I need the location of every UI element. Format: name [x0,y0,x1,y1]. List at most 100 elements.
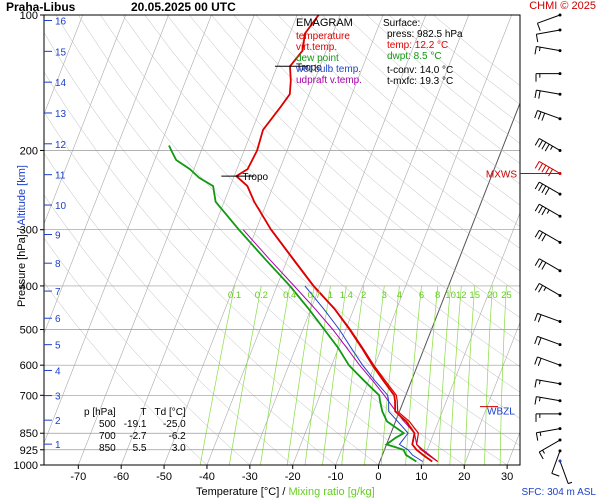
altitude-tick-label: 2 [55,416,61,427]
wind-barb-feather [534,396,537,405]
x-tick-label: -20 [285,471,301,483]
altitude-tick-label: 4 [55,366,61,377]
wind-barb-half-feather [543,287,547,292]
wind-barb [534,335,562,347]
header-cell: p [hPa] [84,407,116,418]
altitude-tick-label: 1 [55,440,61,451]
station-name: Praha-Libus [6,0,76,14]
wind-barb-half-feather [538,397,541,402]
wind-barb [534,203,562,218]
mixing-ratio-line [228,285,262,465]
x-tick-label: -50 [156,471,172,483]
mixing-ratio-label: 20 [487,290,498,301]
mixing-ratio-label: 0.4 [283,290,296,301]
wind-barb-half-feather [542,449,545,454]
x-tick-label: 0 [375,471,381,483]
copyright: CHMI © 2025 [529,0,596,12]
y-tick-label: 100 [20,10,38,22]
legend: EMAGRAM temperature virt.temp. dew point… [296,18,362,87]
wind-barb-feather [534,356,538,365]
altitude-tick-label: 16 [55,17,67,28]
wind-barb-feather [534,89,537,99]
wind-barb [534,258,562,273]
y-axis-label: Pressure [hPa] / Altitude [km] [16,136,28,336]
wind-barb-feather [544,187,550,196]
wind-barb [534,356,562,367]
sounding-datetime: 20.05.2025 00 UTC [131,0,236,14]
wind-barb-origin [558,192,562,196]
wind-barb [535,28,562,43]
dry-adiabat-line [300,15,520,206]
cell: -2.7 [129,431,147,442]
cell: -25.0 [162,419,186,430]
wind-barb-feather [541,112,546,121]
mxws-label: MXWS [486,169,517,180]
wind-barb-feather [535,34,539,43]
wind-barb-origin [558,171,562,175]
wind-barb-feather [536,23,541,31]
legend-item-temperature: temperature [296,31,350,42]
altitude-tick-label: 7 [55,287,61,298]
wind-barb-origin [558,13,562,17]
wind-barb [535,72,562,82]
updraft-vtemp-profile [242,229,439,462]
table-row: 500 -19.1 -25.0 [80,419,190,431]
mixing-ratio-label: 0.2 [255,290,268,301]
x-tick-label: 20 [458,471,470,483]
wind-barb-origin [558,72,562,76]
wind-barb-feather [538,205,543,214]
isotherm-line [44,15,169,335]
mixing-ratio-label: 0.7 [308,290,321,301]
wind-barb-feather [538,285,543,293]
x-axis-label-temperature: Temperature [°C] / [196,486,289,498]
wind-barb-feather [537,358,542,366]
y-tick-label: 700 [20,390,38,402]
wind-barb-half-feather [568,481,573,485]
legend-item-updraft: udpraft v.temp. [296,75,362,86]
surface-dewpoint: dwpt: 8.5 °C [387,51,442,62]
x-tick-label: -60 [113,471,129,483]
wind-barb [535,412,562,422]
cell: -6.2 [168,431,186,442]
surface-temperature: temp: 12.2 °C [387,40,449,51]
x-tick-label: 10 [415,471,427,483]
isotherm-line [421,211,520,465]
mixing-ratio-label: 8 [435,290,440,301]
table-row: 700 -2.7 -6.2 [80,431,190,443]
wind-barb-feather [534,181,540,190]
wind-barb-shaft [537,312,561,323]
mixing-ratio-line [423,285,439,465]
wind-barb-feather [548,168,553,177]
wind-barb-shaft [538,439,561,453]
wind-barb-feather [534,313,538,322]
mixing-ratio-label: 3 [382,290,387,301]
x-tick-label: -30 [242,471,258,483]
wind-barb [534,161,562,177]
surface-pressure: press: 982.5 hPa [387,29,463,40]
wetbulb-profile [304,285,423,462]
y-tick-label: 200 [20,145,38,157]
wind-barb-half-feather [538,380,541,385]
surface-tconv: t-conv: 14.0 °C [387,65,454,76]
mixing-ratio-line [464,285,476,465]
wind-barb-feather [537,111,542,120]
wind-barb-feather [535,432,539,441]
isotherm-line [44,15,126,225]
wind-barb [538,438,562,460]
level-table-header: p [hPa] T Td [°C] [80,407,190,419]
wind-barb-shaft [551,450,561,474]
altitude-tick-label: 15 [55,47,67,58]
wind-barb [536,13,562,31]
wind-barb-feather [534,46,537,55]
wind-barb-shaft [538,258,561,272]
wind-barb [534,110,562,121]
dry-adiabat-line [100,15,520,419]
cell: 500 [99,419,116,430]
wind-barb-feather [544,143,550,152]
dry-adiabat-line [211,15,520,295]
isotherm-line [506,431,520,465]
altitude-tick-label: 10 [55,201,67,212]
wind-barb-shaft [538,181,561,195]
tropopause-label: Tropo [242,172,268,183]
mixing-ratio-line [449,285,462,465]
